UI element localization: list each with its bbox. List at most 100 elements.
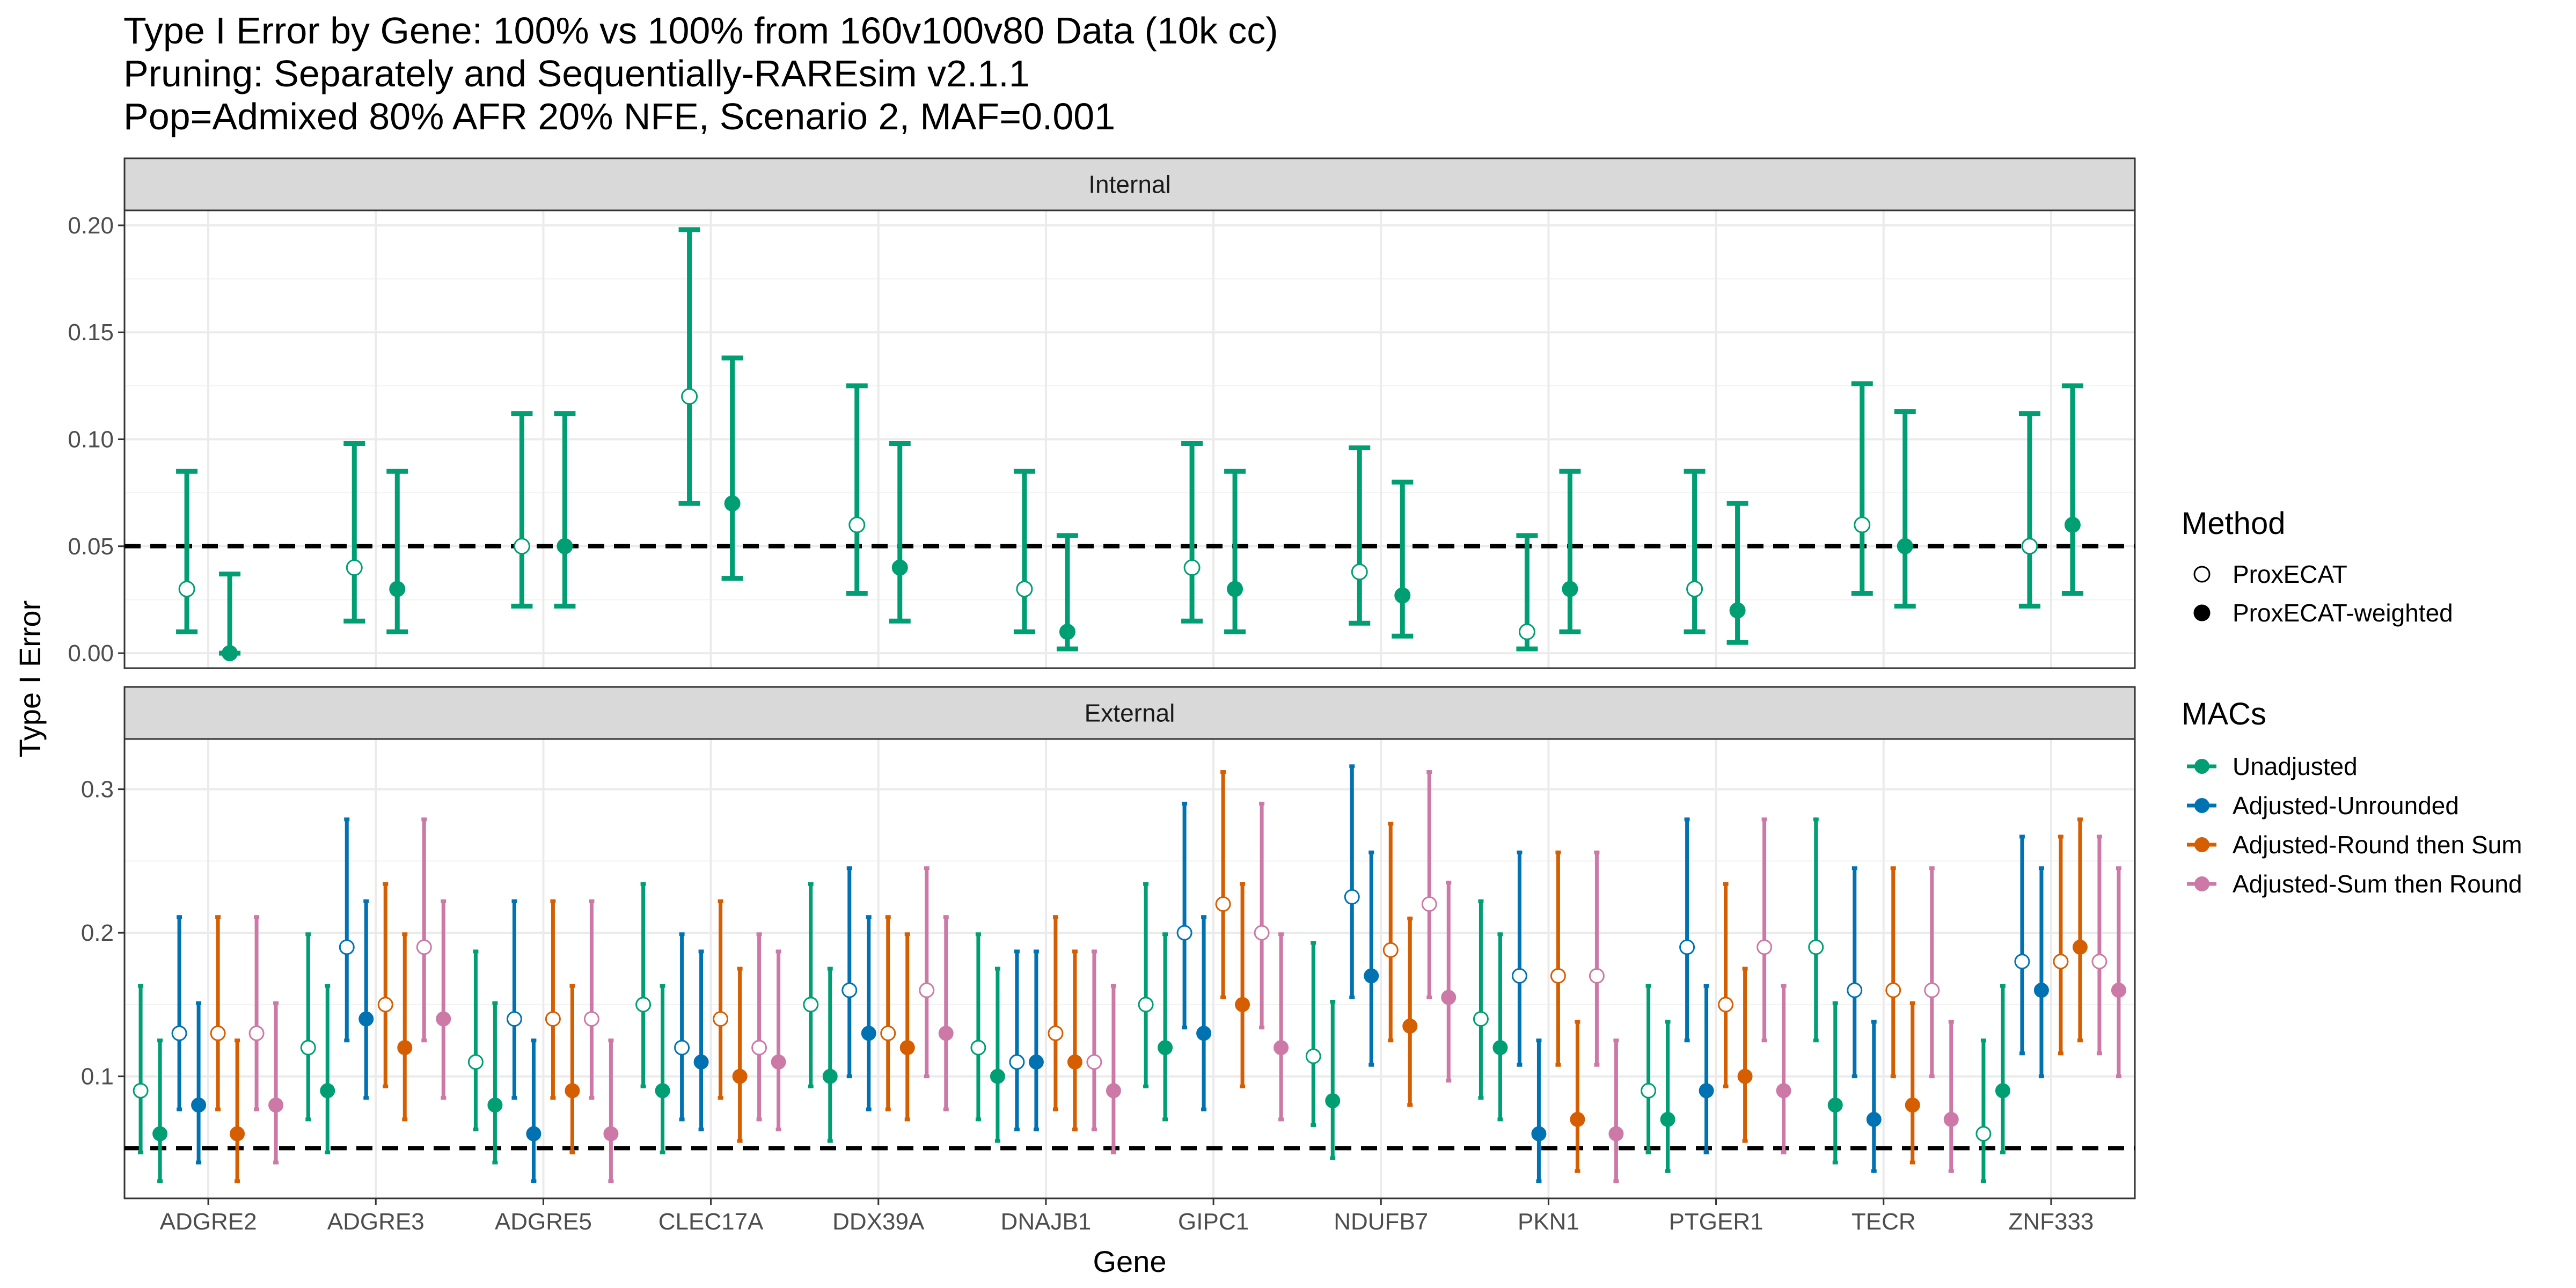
point-external-pkn1 xyxy=(1473,1011,1489,1027)
legend-label-mac: Adjusted-Sum then Round xyxy=(2233,870,2522,898)
point-external-gipc1 xyxy=(1138,997,1154,1013)
point-external-tecr xyxy=(1905,1097,1920,1113)
point-internal-dnajb1 xyxy=(1059,624,1075,640)
point-internal-znf333 xyxy=(2064,516,2081,533)
point-external-ndufb7 xyxy=(1402,1019,1418,1034)
point-external-tecr xyxy=(1866,1111,1882,1127)
point-external-ndufb7 xyxy=(1344,889,1360,905)
point-external-znf333 xyxy=(1995,1083,2010,1099)
point-external-gipc1 xyxy=(1235,997,1250,1012)
point-internal-adgre2 xyxy=(178,581,195,598)
point-external-adgre2 xyxy=(191,1097,207,1113)
point-external-adgre3 xyxy=(397,1040,413,1056)
point-external-adgre2 xyxy=(268,1097,284,1113)
x-tick-label: PTGER1 xyxy=(1669,1209,1763,1235)
legend-label-method: ProxECAT-weighted xyxy=(2233,599,2453,627)
gridlines xyxy=(125,210,2135,1198)
point-external-ddx39a xyxy=(803,997,819,1013)
point-external-ddx39a xyxy=(919,982,935,998)
point-external-gipc1 xyxy=(1274,1040,1289,1056)
point-external-pkn1 xyxy=(1511,968,1527,984)
point-internal-adgre5 xyxy=(557,538,573,554)
point-external-dnajb1 xyxy=(1086,1054,1102,1070)
point-external-adgre2 xyxy=(210,1025,226,1041)
point-external-ddx39a xyxy=(899,1040,915,1056)
point-external-dnajb1 xyxy=(1028,1054,1044,1070)
point-external-adgre2 xyxy=(133,1082,149,1099)
point-internal-clec17a xyxy=(724,495,741,512)
point-internal-ptger1 xyxy=(1729,602,1746,619)
point-external-ptger1 xyxy=(1718,997,1734,1013)
point-external-ndufb7 xyxy=(1364,968,1379,984)
point-external-adgre2 xyxy=(248,1025,265,1041)
point-external-adgre3 xyxy=(436,1011,451,1027)
x-axis-title: Gene xyxy=(1093,1245,1167,1278)
point-internal-tecr xyxy=(1854,516,1871,533)
point-external-adgre2 xyxy=(230,1126,245,1141)
legend-key-point xyxy=(2194,837,2209,852)
point-external-adgre5 xyxy=(526,1126,541,1141)
point-external-ndufb7 xyxy=(1421,896,1437,912)
point-external-clec17a xyxy=(693,1054,709,1070)
point-internal-znf333 xyxy=(2021,538,2038,555)
point-external-dnajb1 xyxy=(1067,1054,1082,1070)
point-external-tecr xyxy=(1943,1111,1959,1127)
point-external-adgre3 xyxy=(339,939,355,955)
x-tick-label: ADGRE5 xyxy=(495,1209,592,1235)
x-tick-label: GIPC1 xyxy=(1178,1209,1249,1235)
point-external-ddx39a xyxy=(841,982,858,998)
panel-strip-internal xyxy=(123,157,2136,211)
point-external-adgre5 xyxy=(487,1097,503,1113)
point-external-ddx39a xyxy=(822,1069,838,1084)
x-tick-label: ZNF333 xyxy=(2008,1209,2094,1235)
point-external-pkn1 xyxy=(1608,1126,1624,1141)
point-external-tecr xyxy=(1827,1097,1843,1113)
y-axis-title: Type I Error xyxy=(13,601,47,758)
point-external-clec17a xyxy=(771,1054,786,1070)
point-external-adgre5 xyxy=(603,1126,619,1141)
chart-marks xyxy=(125,227,2135,1183)
point-internal-adgre2 xyxy=(222,645,238,662)
point-external-ptger1 xyxy=(1757,939,1773,955)
point-external-ptger1 xyxy=(1699,1083,1714,1099)
point-internal-pkn1 xyxy=(1518,623,1535,640)
point-external-pkn1 xyxy=(1531,1126,1547,1141)
point-external-tecr xyxy=(1808,939,1824,955)
x-tick-label: ADGRE3 xyxy=(327,1209,425,1235)
point-external-adgre5 xyxy=(545,1011,561,1027)
point-external-gipc1 xyxy=(1215,896,1231,912)
panel-strip-label-external: External xyxy=(1085,699,1175,727)
panel-frames: Internal External xyxy=(123,157,2136,1199)
point-external-dnajb1 xyxy=(990,1069,1005,1084)
point-external-pkn1 xyxy=(1589,968,1605,984)
legend-key-point xyxy=(2194,876,2209,891)
y-tick-label-internal: 0.00 xyxy=(68,640,114,667)
legend-label-mac: Adjusted-Unrounded xyxy=(2233,792,2459,819)
point-external-pkn1 xyxy=(1570,1111,1585,1127)
panel-strip-external xyxy=(123,686,2136,740)
point-internal-ddx39a xyxy=(891,559,908,576)
point-internal-ndufb7 xyxy=(1351,564,1368,581)
point-external-adgre5 xyxy=(467,1054,484,1070)
chart-title-line-3: Pop=Admixed 80% AFR 20% NFE, Scenario 2,… xyxy=(123,96,1116,137)
point-external-znf333 xyxy=(1975,1126,1992,1142)
x-tick-label: NDUFB7 xyxy=(1334,1209,1428,1235)
legend-title-macs: MACs xyxy=(2182,697,2266,731)
y-tick-label-external: 0.1 xyxy=(81,1064,114,1090)
point-external-znf333 xyxy=(2111,983,2126,998)
point-internal-ndufb7 xyxy=(1394,587,1411,604)
legend: Method ProxECAT ProxECAT-weighted MACs Unadj… xyxy=(2182,506,2522,898)
point-external-ddx39a xyxy=(880,1025,896,1041)
point-external-gipc1 xyxy=(1254,925,1270,941)
point-external-adgre2 xyxy=(152,1126,168,1141)
point-external-adgre3 xyxy=(320,1083,335,1099)
chart-title-line-1: Type I Error by Gene: 100% vs 100% from … xyxy=(123,10,1278,52)
legend-key-method xyxy=(2193,604,2211,621)
panel-border-external xyxy=(123,738,2136,1199)
y-tick-label-external: 0.2 xyxy=(81,920,114,946)
point-external-ptger1 xyxy=(1641,1082,1657,1099)
y-tick-label-internal: 0.20 xyxy=(68,213,114,239)
point-internal-pkn1 xyxy=(1562,581,1578,597)
point-external-ptger1 xyxy=(1679,939,1695,955)
